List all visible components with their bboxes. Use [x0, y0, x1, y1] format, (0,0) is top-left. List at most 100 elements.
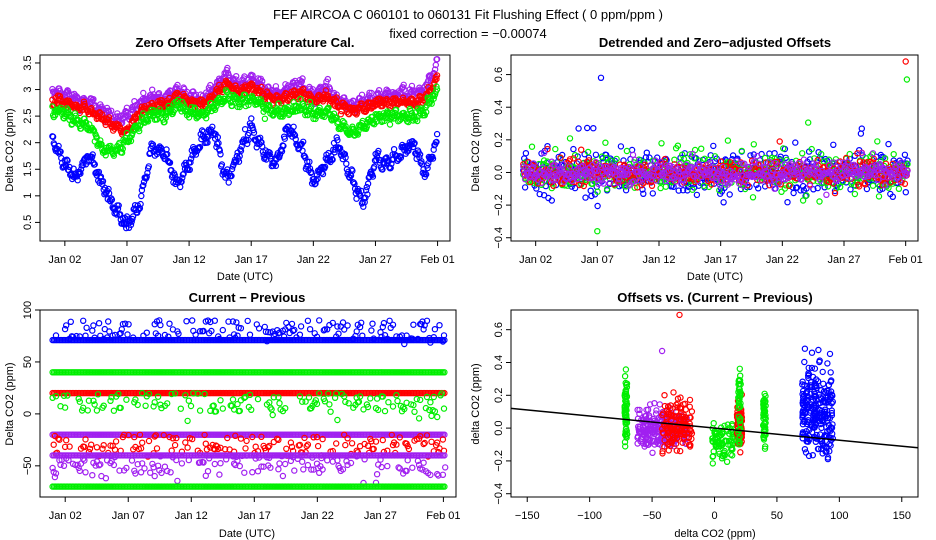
data-point — [90, 322, 97, 329]
data-point — [602, 139, 609, 146]
data-point — [792, 139, 799, 146]
data-point — [776, 138, 783, 145]
data-point — [107, 142, 114, 150]
y-tick-label: 0.0 — [493, 165, 505, 180]
data-point — [49, 103, 56, 110]
data-point — [249, 72, 256, 79]
data-point — [95, 320, 103, 327]
panel-current-previous: Current − Previous Date (UTC) Delta CO2 … — [4, 290, 461, 540]
data-point — [188, 317, 196, 324]
data-point — [97, 137, 104, 144]
data-point — [172, 102, 179, 109]
data-point — [244, 317, 251, 325]
data-point — [104, 318, 112, 325]
data-point — [582, 194, 589, 201]
data-point — [225, 179, 232, 186]
data-point — [125, 321, 132, 328]
data-point — [522, 149, 530, 157]
data-point — [79, 317, 87, 324]
data-point — [298, 78, 305, 85]
data-point — [211, 106, 219, 114]
data-point — [594, 202, 601, 210]
data-point — [521, 184, 529, 191]
data-point — [375, 86, 383, 94]
y-tick-label: 50 — [22, 356, 34, 368]
data-point — [858, 125, 866, 132]
data-point — [56, 92, 64, 100]
data-point — [617, 143, 625, 150]
data-point — [433, 75, 440, 83]
data-point — [324, 91, 331, 99]
data-point — [805, 119, 812, 126]
data-point — [693, 191, 701, 199]
data-point — [90, 95, 97, 103]
data-point — [162, 114, 170, 121]
data-point — [799, 150, 806, 157]
data-point — [143, 329, 150, 336]
data-point — [750, 141, 758, 148]
data-point — [902, 58, 909, 65]
figure-subtitle: fixed correction = −0.00074 — [389, 26, 547, 41]
x-tick-label: Jan 12 — [642, 254, 675, 266]
data-point — [67, 318, 75, 325]
data-point — [895, 185, 903, 192]
data-point — [191, 105, 199, 113]
data-point — [431, 326, 439, 333]
data-point — [410, 321, 417, 328]
series-blue — [49, 115, 441, 232]
panel-title: Current − Previous — [189, 290, 306, 305]
y-tick-label: 0 — [22, 411, 34, 417]
data-point — [337, 110, 344, 118]
data-point — [433, 56, 441, 63]
x-tick-label: Jan 07 — [110, 254, 143, 266]
y-tick-label: 0.6 — [493, 67, 505, 82]
x-tick-label: Jan 22 — [766, 254, 799, 266]
data-point — [436, 322, 443, 329]
data-point — [89, 327, 96, 334]
x-tick-label: Jan 02 — [519, 254, 552, 266]
y-axis-label: Delta CO2 (ppm) — [470, 108, 482, 191]
data-point — [623, 147, 631, 155]
data-point — [241, 73, 248, 80]
data-point — [297, 323, 305, 330]
data-point — [144, 118, 152, 125]
x-tick-label: Jan 27 — [359, 254, 392, 266]
data-point — [590, 124, 597, 132]
band-blue-base — [49, 336, 448, 344]
y-tick-label: −0.4 — [493, 227, 505, 249]
data-point — [566, 135, 574, 142]
data-point — [343, 160, 350, 167]
panel-zero-offsets: Zero Offsets After Temperature Cal. Date… — [4, 35, 455, 283]
data-point — [124, 331, 131, 338]
y-tick-label: 3.5 — [22, 55, 34, 70]
data-point — [720, 199, 727, 206]
data-point — [799, 197, 807, 204]
x-tick-label: Jan 17 — [235, 254, 268, 266]
data-point — [304, 317, 312, 324]
data-point — [368, 327, 375, 334]
y-tick-label: 1 — [22, 193, 34, 199]
data-point — [408, 82, 416, 90]
data-point — [698, 145, 705, 152]
data-point — [259, 77, 266, 85]
data-point — [248, 115, 255, 122]
x-tick-label: Jan 22 — [297, 254, 330, 266]
data-point — [830, 141, 837, 148]
y-tick-label: 2 — [22, 140, 34, 146]
y-tick-label: 1.5 — [22, 162, 34, 177]
data-point — [431, 66, 439, 73]
x-tick-label: Jan 12 — [173, 254, 206, 266]
data-point — [107, 107, 115, 115]
y-tick-label: 100 — [22, 301, 34, 319]
data-point — [875, 193, 883, 200]
x-tick-label: Feb 01 — [420, 254, 454, 266]
data-point — [584, 124, 591, 132]
data-point — [324, 75, 331, 83]
data-point — [662, 183, 670, 190]
data-point — [816, 198, 823, 205]
plot-frame — [39, 54, 451, 242]
data-point — [246, 331, 254, 338]
data-point — [226, 91, 233, 98]
y-tick-label: 0.5 — [22, 215, 34, 230]
